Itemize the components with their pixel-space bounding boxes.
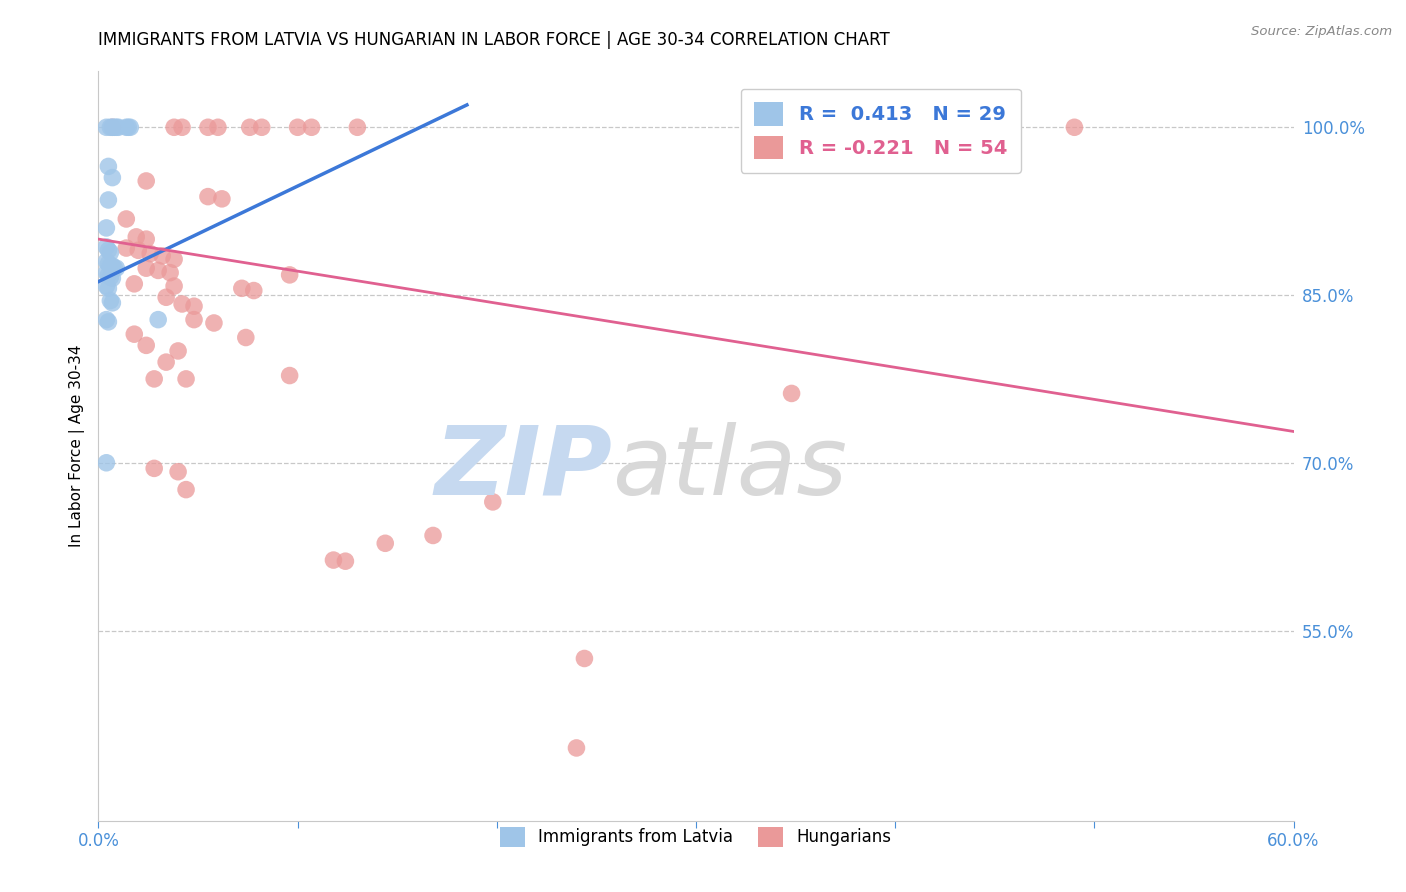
Point: [101, 296, 124, 310]
Point: [124, 327, 146, 342]
Point: [97, 244, 120, 258]
Point: [98, 259, 122, 273]
Point: [250, 120, 273, 135]
Point: [239, 120, 262, 135]
Point: [207, 120, 229, 135]
Point: [135, 174, 157, 188]
Point: [143, 461, 166, 475]
Point: [148, 312, 170, 326]
Point: [183, 299, 205, 313]
Point: [96, 312, 118, 326]
Point: [159, 266, 181, 280]
Point: [103, 261, 125, 276]
Point: [139, 246, 162, 260]
Point: [163, 120, 186, 135]
Legend: Immigrants from Latvia, Hungarians: Immigrants from Latvia, Hungarians: [494, 820, 898, 854]
Point: [422, 528, 444, 542]
Point: [107, 120, 129, 135]
Point: [125, 230, 148, 244]
Point: [98, 293, 122, 308]
Point: [135, 232, 157, 246]
Text: ZIP: ZIP: [434, 422, 613, 515]
Point: [120, 120, 142, 135]
Point: [96, 240, 118, 254]
Point: [197, 120, 219, 135]
Point: [98, 120, 122, 135]
Point: [148, 263, 170, 277]
Point: [574, 651, 596, 665]
Point: [202, 316, 225, 330]
Point: [482, 495, 505, 509]
Point: [183, 312, 205, 326]
Point: [167, 465, 190, 479]
Text: Source: ZipAtlas.com: Source: ZipAtlas.com: [1251, 25, 1392, 38]
Point: [96, 266, 118, 280]
Point: [211, 192, 233, 206]
Point: [235, 330, 257, 344]
Point: [287, 120, 309, 135]
Point: [96, 279, 118, 293]
Point: [97, 193, 120, 207]
Point: [96, 120, 118, 135]
Point: [98, 270, 122, 285]
Point: [101, 271, 124, 285]
Point: [197, 189, 219, 203]
Point: [243, 284, 266, 298]
Point: [101, 170, 124, 185]
Point: [163, 252, 186, 267]
Point: [105, 120, 128, 135]
Point: [96, 221, 118, 235]
Point: [115, 241, 138, 255]
Point: [143, 372, 166, 386]
Point: [374, 536, 396, 550]
Point: [167, 343, 190, 358]
Point: [565, 741, 588, 756]
Point: [97, 268, 120, 282]
Point: [97, 281, 120, 295]
Point: [301, 120, 323, 135]
Point: [115, 211, 138, 226]
Point: [172, 297, 194, 311]
Point: [231, 281, 253, 295]
Y-axis label: In Labor Force | Age 30-34: In Labor Force | Age 30-34: [69, 344, 84, 548]
Point: [174, 483, 197, 497]
Point: [124, 277, 146, 291]
Point: [97, 160, 120, 174]
Point: [150, 249, 173, 263]
Point: [127, 244, 149, 258]
Point: [278, 368, 301, 383]
Point: [98, 245, 122, 260]
Point: [163, 279, 186, 293]
Point: [346, 120, 368, 135]
Point: [96, 456, 118, 470]
Point: [101, 259, 124, 273]
Point: [1063, 120, 1085, 135]
Point: [135, 261, 157, 276]
Point: [135, 338, 157, 352]
Point: [103, 120, 125, 135]
Point: [335, 554, 357, 568]
Point: [155, 290, 177, 304]
Text: atlas: atlas: [613, 422, 848, 515]
Text: IMMIGRANTS FROM LATVIA VS HUNGARIAN IN LABOR FORCE | AGE 30-34 CORRELATION CHART: IMMIGRANTS FROM LATVIA VS HUNGARIAN IN L…: [98, 31, 890, 49]
Point: [117, 120, 139, 135]
Point: [174, 372, 197, 386]
Point: [97, 257, 120, 271]
Point: [115, 120, 138, 135]
Point: [278, 268, 301, 282]
Point: [172, 120, 194, 135]
Point: [101, 120, 124, 135]
Point: [105, 261, 128, 276]
Point: [155, 355, 177, 369]
Point: [97, 315, 120, 329]
Point: [101, 120, 124, 135]
Point: [322, 553, 344, 567]
Point: [96, 254, 118, 268]
Point: [780, 386, 803, 401]
